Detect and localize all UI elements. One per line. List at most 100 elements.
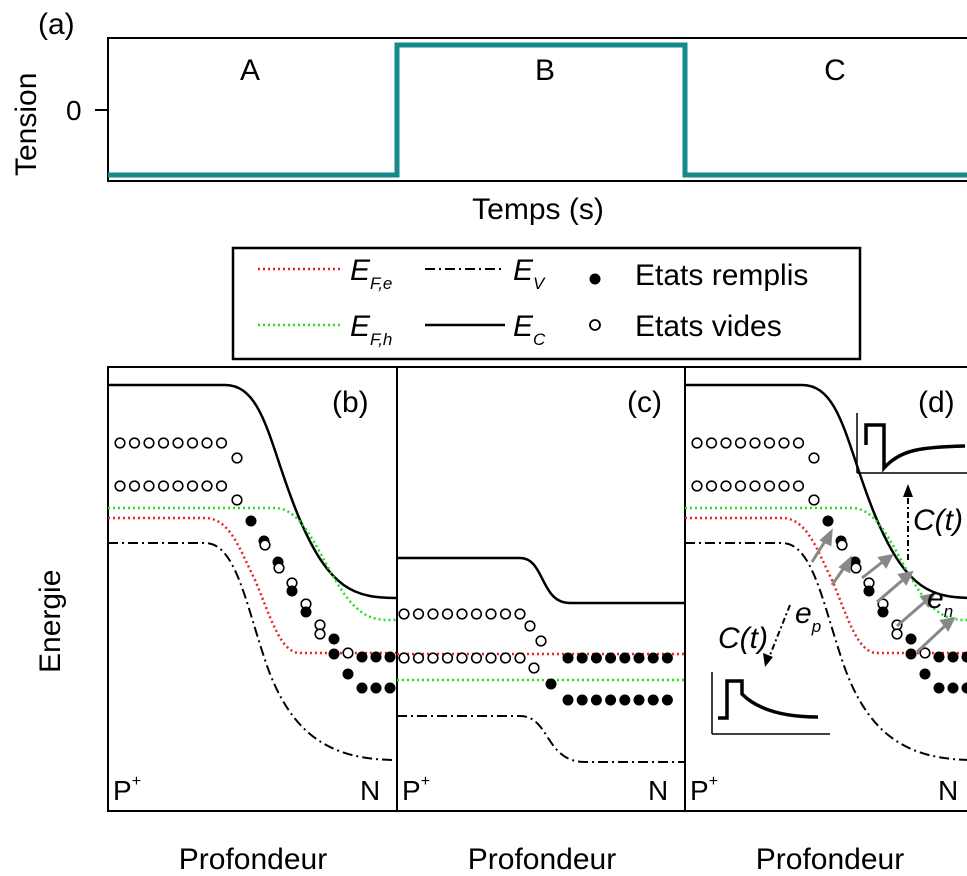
empty-state-dot <box>850 562 862 574</box>
filled-state-dot <box>933 682 945 694</box>
filled-state-dot <box>356 651 368 663</box>
filled-state-dot <box>605 652 617 664</box>
ct-down-arrow <box>769 604 791 656</box>
empty-state-dot <box>485 652 497 664</box>
empty-state-dot <box>499 608 512 620</box>
empty-state-dot <box>441 608 454 620</box>
empty-state-dot <box>114 480 126 492</box>
empty-state-dot <box>427 652 439 664</box>
time-axis-label: Temps (s) <box>472 193 604 226</box>
empty-state-dot <box>514 608 526 620</box>
legend-valence-label: EV <box>513 254 546 293</box>
filled-state-dot <box>905 633 917 645</box>
empty-state-dot <box>891 628 903 640</box>
filled-state-dot <box>590 694 602 706</box>
filled-state-dot <box>919 668 931 680</box>
panel-d-tag: (d) <box>918 386 955 419</box>
panel-d-fermi-h <box>685 506 967 622</box>
panel-d-xlabel: Profondeur <box>756 843 904 876</box>
filled-state-dot <box>370 682 382 694</box>
empty-state-dot <box>412 608 425 620</box>
filled-state-dot <box>605 694 617 706</box>
empty-state-dot <box>231 452 243 464</box>
legend-fermi-h-label: EF,h <box>350 310 392 349</box>
filled-state-dot <box>384 682 396 694</box>
empty-state-dot <box>128 480 141 492</box>
empty-state-dot <box>143 480 155 492</box>
filled-state-dot <box>905 648 917 660</box>
panel-a-tag: (a) <box>38 8 75 41</box>
panel-d-frame <box>684 366 967 812</box>
empty-state-dot <box>470 608 483 620</box>
hole-emission-arrowhead <box>838 555 852 574</box>
panel-c-valence-band <box>397 715 685 763</box>
empty-state-dot <box>691 480 703 492</box>
filled-state-dot <box>633 694 645 706</box>
panel-c-states <box>398 608 673 706</box>
filled-state-dot <box>619 694 631 706</box>
filled-state-dot <box>328 633 340 645</box>
filled-state-dot <box>822 515 834 527</box>
empty-state-dot <box>172 437 184 449</box>
filled-state-dot <box>661 652 673 664</box>
empty-state-dot <box>186 437 199 449</box>
empty-state-dot <box>231 494 243 506</box>
empty-state-dot <box>157 480 170 492</box>
filled-state-dot <box>647 694 659 706</box>
filled-state-dot <box>961 651 967 663</box>
legend-box <box>231 246 862 361</box>
empty-state-dot <box>763 480 776 492</box>
empty-state-dot <box>114 437 126 449</box>
filled-state-dot <box>633 652 645 664</box>
panel-b-tag: (b) <box>332 386 369 419</box>
ct-down-arrowhead <box>763 653 773 667</box>
electron-emission-arrowhead <box>939 616 956 632</box>
filled-state-dot <box>300 606 312 618</box>
panel-d-valence-band <box>685 542 967 761</box>
empty-state-dot <box>499 652 512 664</box>
panel-d-emission-arrows <box>810 528 956 654</box>
zero-tick-label: 0 <box>66 95 82 126</box>
empty-state-dot <box>427 608 439 620</box>
electron-emission-arrow <box>896 598 928 628</box>
phase-label-a: A <box>240 54 260 87</box>
panel-b-frame <box>107 366 398 812</box>
panel-c-frame <box>396 366 686 812</box>
filled-state-dot <box>947 651 959 663</box>
panel-d-fermi-e <box>685 516 967 655</box>
inset-right-curve <box>864 423 966 473</box>
empty-state-dot <box>778 480 790 492</box>
electron-emission-arrowhead <box>919 592 936 608</box>
electron-emission-arrowhead <box>897 570 914 586</box>
empty-state-dot <box>485 608 497 620</box>
empty-state-dot <box>398 652 410 664</box>
empty-state-dot <box>412 652 425 664</box>
empty-state-dot <box>201 480 213 492</box>
filled-state-dot <box>619 652 631 664</box>
legend-fermi-e-label: EF,e <box>350 254 392 293</box>
panel-c-n-label: N <box>648 775 668 806</box>
filled-state-dot <box>863 585 875 597</box>
hole-emission-rate-label: ep <box>795 597 821 636</box>
empty-state-dot <box>314 619 326 631</box>
filled-state-dot <box>576 694 588 706</box>
empty-state-dot <box>143 437 155 449</box>
filled-state-dot <box>661 694 673 706</box>
panel-d-p-label: P+ <box>690 773 718 806</box>
empty-state-dot <box>456 608 468 620</box>
empty-state-dot <box>720 480 732 492</box>
phase-label-c: C <box>824 54 846 87</box>
empty-state-dot <box>273 562 285 574</box>
empty-state-dot <box>524 620 536 632</box>
empty-state-dot <box>314 628 326 640</box>
legend-empty-dot <box>589 319 601 331</box>
empty-state-dot <box>186 480 199 492</box>
empty-state-dot <box>792 480 805 492</box>
panel-c: (c) P+ N Profondeur <box>396 366 686 876</box>
empty-state-dot <box>808 494 820 506</box>
empty-state-dot <box>215 437 228 449</box>
tension-axis-label: Tension <box>10 73 43 176</box>
filled-state-dot <box>545 678 557 690</box>
empty-state-dot <box>528 662 540 674</box>
